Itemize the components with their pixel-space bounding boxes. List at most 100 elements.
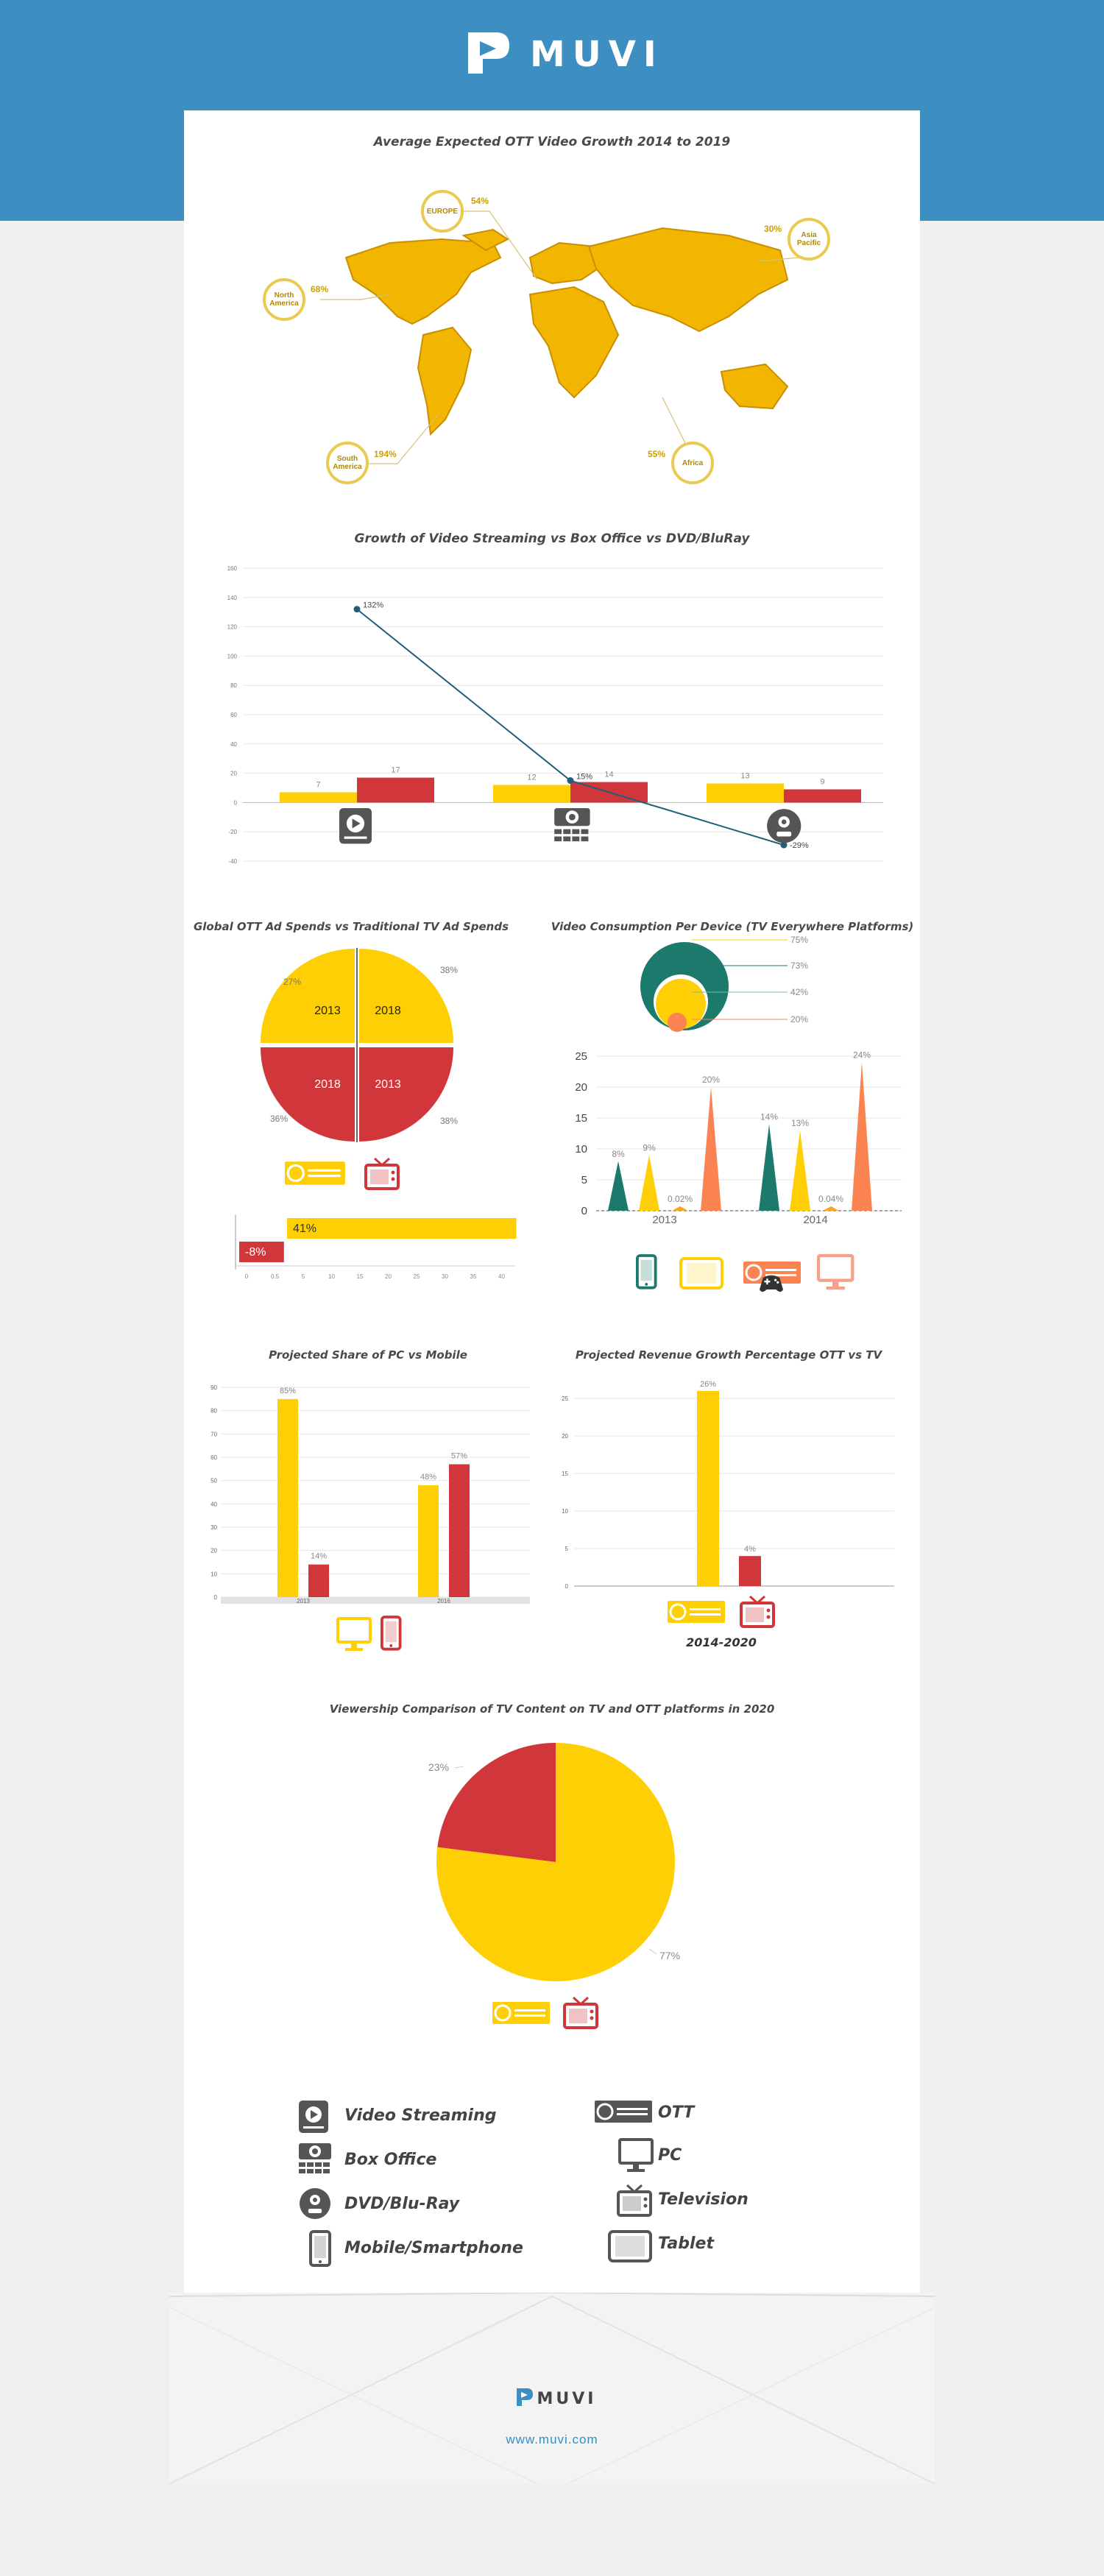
tv-icon-knob xyxy=(391,1170,395,1175)
projector-icon-seat xyxy=(315,2162,322,2167)
projector-icon-seat xyxy=(307,2162,314,2167)
legend-icon-0 xyxy=(299,2101,328,2133)
revenue-chart: 0 5 10 15 20 25 26% 4% xyxy=(562,1380,894,1590)
growth-line-point xyxy=(780,841,788,849)
footer-url-link[interactable]: www.muvi.com xyxy=(506,2432,598,2446)
tablet-icon-frame xyxy=(679,1257,723,1289)
y-tick-label: 100 xyxy=(227,653,238,659)
pc-icon-base xyxy=(826,1287,845,1290)
continent-europe xyxy=(528,241,605,285)
spike-mark xyxy=(608,1161,629,1211)
legend-icon-5 xyxy=(618,2138,654,2172)
y-tick-label: 25 xyxy=(575,1050,587,1063)
legend-icon-1 xyxy=(299,2143,331,2173)
projector-icon-seat xyxy=(299,2162,305,2167)
device-circle-mobile xyxy=(668,1013,687,1032)
y-tick-label: 50 xyxy=(210,1478,217,1485)
y-tick-label: 60 xyxy=(210,1454,217,1461)
device-title: Video Consumption Per Device (TV Everywh… xyxy=(551,920,914,933)
bar-a xyxy=(280,792,357,803)
tv-icon xyxy=(740,1595,775,1628)
projector-icon-seat xyxy=(315,2169,322,2173)
projector-icon xyxy=(299,2143,331,2173)
pc-icon-base xyxy=(345,1648,363,1651)
x-category-label: 2013 xyxy=(297,1598,310,1604)
viewership-title: Viewership Comparison of TV Content on T… xyxy=(329,1702,775,1716)
continent-north-america xyxy=(344,238,502,325)
pc-icon-stand xyxy=(832,1280,839,1287)
region-name: EUROPE xyxy=(426,207,459,216)
pie-pct-label: 38% xyxy=(440,965,458,975)
ott-box-icon-slot xyxy=(690,1613,721,1616)
mobile-icon-button xyxy=(389,1644,393,1647)
pie-pct-label: 77% xyxy=(659,1950,680,1961)
mobile-icon-screen xyxy=(314,2236,326,2258)
legend-label-5: PC xyxy=(658,2146,682,2165)
bar-value-label: 26% xyxy=(700,1380,716,1389)
y-tick-label: 15 xyxy=(575,1112,587,1125)
x-category-label: 2014 xyxy=(803,1214,827,1226)
bar-value-label: 48% xyxy=(420,1473,436,1482)
dvd-icon xyxy=(767,809,802,843)
ott-box-icon-slot xyxy=(765,1269,796,1271)
bar-tv xyxy=(739,1556,761,1586)
pie-leader xyxy=(454,1766,464,1769)
bar-value-label: 17 xyxy=(391,766,400,775)
dvd-icon-label xyxy=(776,831,792,837)
y-tick-label: 0 xyxy=(565,1583,569,1590)
y-tick-label: 160 xyxy=(227,565,238,572)
pie-leader xyxy=(648,1948,657,1955)
dvd-icon-core xyxy=(313,2198,317,2202)
ad-growth-bar: 41% -8% 0 0.5 5 10 15 20 25 30 35 40 xyxy=(235,1214,517,1280)
play-icon xyxy=(339,808,372,844)
tv-icon-screen xyxy=(569,2009,587,2023)
projector-icon-seat xyxy=(299,2169,305,2173)
region-callout-0: EUROPE xyxy=(421,190,464,233)
tv-icon xyxy=(617,2184,652,2217)
ott-box-icon-slot xyxy=(690,1608,721,1610)
bar-mobile xyxy=(308,1564,329,1597)
play-icon-triangle xyxy=(352,818,361,829)
spike-label: 8% xyxy=(612,1149,625,1159)
tv-icon-knob xyxy=(590,2016,594,2020)
mobile-icon-frame xyxy=(381,1616,402,1651)
growth-bar-ott xyxy=(287,1218,517,1239)
bar-a xyxy=(707,783,784,803)
play-icon-caption xyxy=(303,2126,324,2129)
y-tick-label: 20 xyxy=(210,1548,217,1554)
projector-icon-seat xyxy=(323,2162,330,2167)
growth-tick-label: 0.5 xyxy=(271,1273,280,1280)
tablet-icon xyxy=(679,1257,723,1289)
bar-value-label: 57% xyxy=(451,1452,467,1461)
x-axis-band xyxy=(221,1597,530,1604)
growth-line-label: -29% xyxy=(790,841,809,850)
legend-label-6: Television xyxy=(658,2190,749,2209)
device-circles: 75% 73% 42% 20% xyxy=(640,935,808,1032)
bar-ott xyxy=(697,1390,719,1586)
y-tick-label: 140 xyxy=(227,595,238,601)
growth-bar-tv xyxy=(239,1242,284,1262)
region-callout-3: South America xyxy=(326,442,369,484)
y-tick-label: 20 xyxy=(230,771,237,777)
pie-year-label: 2018 xyxy=(375,1005,401,1017)
mobile-icon xyxy=(636,1254,657,1289)
y-tick-label: 120 xyxy=(227,624,238,631)
projector-icon-seat xyxy=(323,2169,330,2173)
projector-icon-lens-core xyxy=(312,2148,318,2154)
world-map xyxy=(320,210,810,464)
spike-mark xyxy=(701,1087,721,1211)
region-pct: 68% xyxy=(311,284,329,294)
device-legend-icons xyxy=(636,1253,854,1292)
footer-logo-text: MUVI xyxy=(537,2390,597,2408)
mobile-icon xyxy=(309,2230,331,2267)
bar-b xyxy=(784,789,861,803)
muvi-logo[interactable]: MUVI xyxy=(464,26,657,79)
device-circle-label: 75% xyxy=(790,935,808,945)
growth-line-label: 132% xyxy=(363,601,383,610)
bar-value-label: 4% xyxy=(744,1545,756,1554)
ott-box-icon xyxy=(668,1601,725,1623)
y-tick-label: 0 xyxy=(581,1205,587,1217)
legend-icon-3 xyxy=(309,2230,331,2267)
gamepad-icon-body xyxy=(760,1275,783,1292)
spike-label: 24% xyxy=(853,1050,871,1060)
